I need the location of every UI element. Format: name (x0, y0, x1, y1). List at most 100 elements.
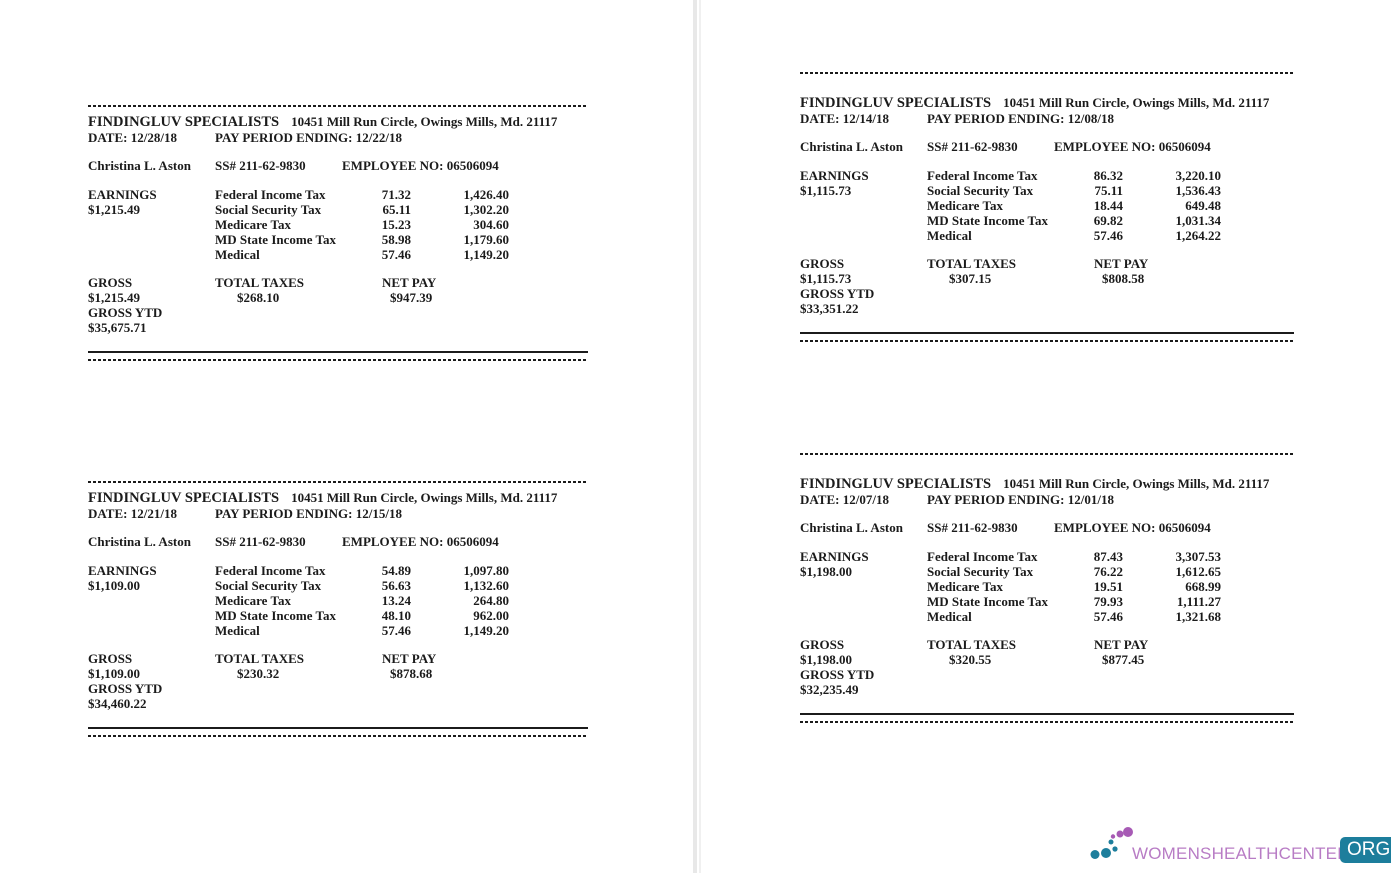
net-pay-label: NET PAY (1094, 637, 1149, 652)
stub-bottom-dashed-rule (88, 359, 588, 361)
tax-ytd: 649.48 (1185, 198, 1221, 213)
gross-ytd-amount: $32,235.49 (800, 682, 859, 697)
tax-current: 57.46 (1093, 609, 1123, 624)
date-label: DATE: (88, 506, 128, 521)
tax-name: Medical (927, 609, 972, 624)
tax-name: Social Security Tax (215, 202, 322, 217)
tax-current: 58.98 (381, 232, 411, 247)
gross-ytd-amount: $33,351.22 (800, 301, 859, 316)
tax-name: Medicare Tax (927, 579, 1003, 594)
company-name: FINDINGLUV SPECIALISTS (88, 490, 280, 506)
total-taxes-amount: $320.55 (949, 652, 992, 667)
company-line: FINDINGLUV SPECIALISTS 10451 Mill Run Cir… (88, 114, 588, 130)
logo-brand-text: WOMENSHEALTHCENTER. (1132, 844, 1355, 863)
employee-name: Christina L. Aston (88, 158, 191, 173)
tax-current: 57.46 (1093, 228, 1123, 243)
tax-name: Social Security Tax (927, 564, 1034, 579)
earnings-tax-table: EARNINGS Federal Income Tax 87.43 3,307.… (800, 549, 1294, 624)
tax-name: MD State Income Tax (927, 213, 1048, 228)
net-pay-amount: $878.68 (390, 666, 433, 681)
earnings-tax-table: EARNINGS Federal Income Tax 71.32 1,426.… (88, 187, 588, 262)
womenshealthcenter-logo[interactable]: WOMENSHEALTHCENTER. ORG (1090, 820, 1391, 872)
tax-ytd: 1,031.34 (1175, 213, 1222, 228)
stub-top-rule (800, 453, 1294, 455)
tax-current: 56.63 (381, 578, 411, 593)
tax-ytd: 1,097.80 (463, 563, 510, 578)
stub-top-rule (88, 481, 588, 483)
pay-period-value: 12/22/18 (355, 130, 402, 145)
employee-number: EMPLOYEE NO: 06506094 (342, 158, 499, 173)
tax-name: Medical (215, 623, 260, 638)
earnings-amount: $1,109.00 (88, 578, 140, 593)
earnings-tax-table: EARNINGS Federal Income Tax 86.32 3,220.… (800, 168, 1294, 243)
tax-name: Medicare Tax (215, 593, 291, 608)
total-taxes-label: TOTAL TAXES (215, 275, 304, 290)
employee-name: Christina L. Aston (800, 520, 903, 535)
date-label: DATE: (88, 130, 128, 145)
gross-amount: $1,115.73 (800, 271, 852, 286)
tax-ytd: 962.00 (473, 608, 509, 623)
stub-bottom-dashed-rule (88, 735, 588, 737)
gross-ytd-label: GROSS YTD (800, 286, 875, 301)
tax-name: MD State Income Tax (215, 608, 336, 623)
earnings-tax-table: EARNINGS Federal Income Tax 54.89 1,097.… (88, 563, 588, 638)
date-value: 12/28/18 (130, 130, 177, 145)
tax-ytd: 264.80 (473, 593, 509, 608)
tax-ytd: 668.99 (1185, 579, 1221, 594)
company-address: 10451 Mill Run Circle, Owings Mills, Md.… (1003, 95, 1270, 110)
tax-ytd: 1,302.20 (463, 202, 510, 217)
tax-name: Medical (927, 228, 972, 243)
totals-section: GROSS $1,109.00 GROSS YTD $34,460.22 TOT… (88, 651, 588, 711)
tax-current: 57.46 (381, 623, 411, 638)
employee-name: Christina L. Aston (88, 534, 191, 549)
stub-bottom-solid-rule (88, 351, 588, 353)
date-label: DATE: (800, 111, 840, 126)
tax-ytd: 1,612.65 (1175, 564, 1222, 579)
total-taxes-amount: $307.15 (949, 271, 992, 286)
stub-bottom-solid-rule (800, 713, 1294, 715)
tax-ytd: 1,179.60 (463, 232, 510, 247)
gross-label: GROSS (800, 256, 845, 271)
date-line: DATE: 12/07/18 PAY PERIOD ENDING: 12/01/… (800, 492, 1294, 507)
tax-current: 13.24 (381, 593, 411, 608)
tax-current: 65.11 (382, 202, 411, 217)
total-taxes-label: TOTAL TAXES (215, 651, 304, 666)
stub-bottom-dashed-rule (800, 340, 1294, 342)
tax-current: 57.46 (381, 247, 411, 262)
employee-number: EMPLOYEE NO: 06506094 (1054, 520, 1211, 535)
logo-tld-badge: ORG (1340, 837, 1391, 863)
tax-current: 48.10 (381, 608, 411, 623)
stub-bottom-solid-rule (88, 727, 588, 729)
net-pay-amount: $808.58 (1102, 271, 1145, 286)
gross-label: GROSS (88, 275, 133, 290)
paystub-0: FINDINGLUV SPECIALISTS 10451 Mill Run Cir… (88, 105, 588, 361)
pay-period-label: PAY PERIOD ENDING: (927, 111, 1065, 126)
tax-current: 15.23 (381, 217, 411, 232)
gross-ytd-amount: $34,460.22 (88, 696, 147, 711)
tax-current: 75.11 (1094, 183, 1123, 198)
paystub-2: FINDINGLUV SPECIALISTS 10451 Mill Run Cir… (800, 72, 1294, 342)
company-address: 10451 Mill Run Circle, Owings Mills, Md.… (291, 114, 558, 129)
pay-period-value: 12/08/18 (1067, 111, 1114, 126)
employee-ssn: SS# 211-62-9830 (927, 139, 1018, 154)
company-name: FINDINGLUV SPECIALISTS (88, 114, 280, 130)
company-line: FINDINGLUV SPECIALISTS 10451 Mill Run Cir… (88, 490, 588, 506)
total-taxes-amount: $268.10 (237, 290, 280, 305)
tax-current: 79.93 (1093, 594, 1123, 609)
stub-top-rule (800, 72, 1294, 74)
tax-ytd: 1,149.20 (463, 247, 510, 262)
tax-current: 54.89 (381, 563, 411, 578)
gross-ytd-label: GROSS YTD (88, 305, 163, 320)
tax-current: 76.22 (1093, 564, 1123, 579)
gross-amount: $1,109.00 (88, 666, 140, 681)
stub-bottom-dashed-rule (800, 721, 1294, 723)
totals-section: GROSS $1,115.73 GROSS YTD $33,351.22 TOT… (800, 256, 1294, 316)
gross-ytd-amount: $35,675.71 (88, 320, 147, 335)
date-value: 12/21/18 (130, 506, 177, 521)
employee-ssn: SS# 211-62-9830 (927, 520, 1018, 535)
tax-name: Medicare Tax (215, 217, 291, 232)
employee-ssn: SS# 211-62-9830 (215, 534, 306, 549)
tax-ytd: 1,264.22 (1175, 228, 1222, 243)
employee-name: Christina L. Aston (800, 139, 903, 154)
employee-line: Christina L. Aston SS# 211-62-9830 EMPLO… (800, 520, 1294, 535)
